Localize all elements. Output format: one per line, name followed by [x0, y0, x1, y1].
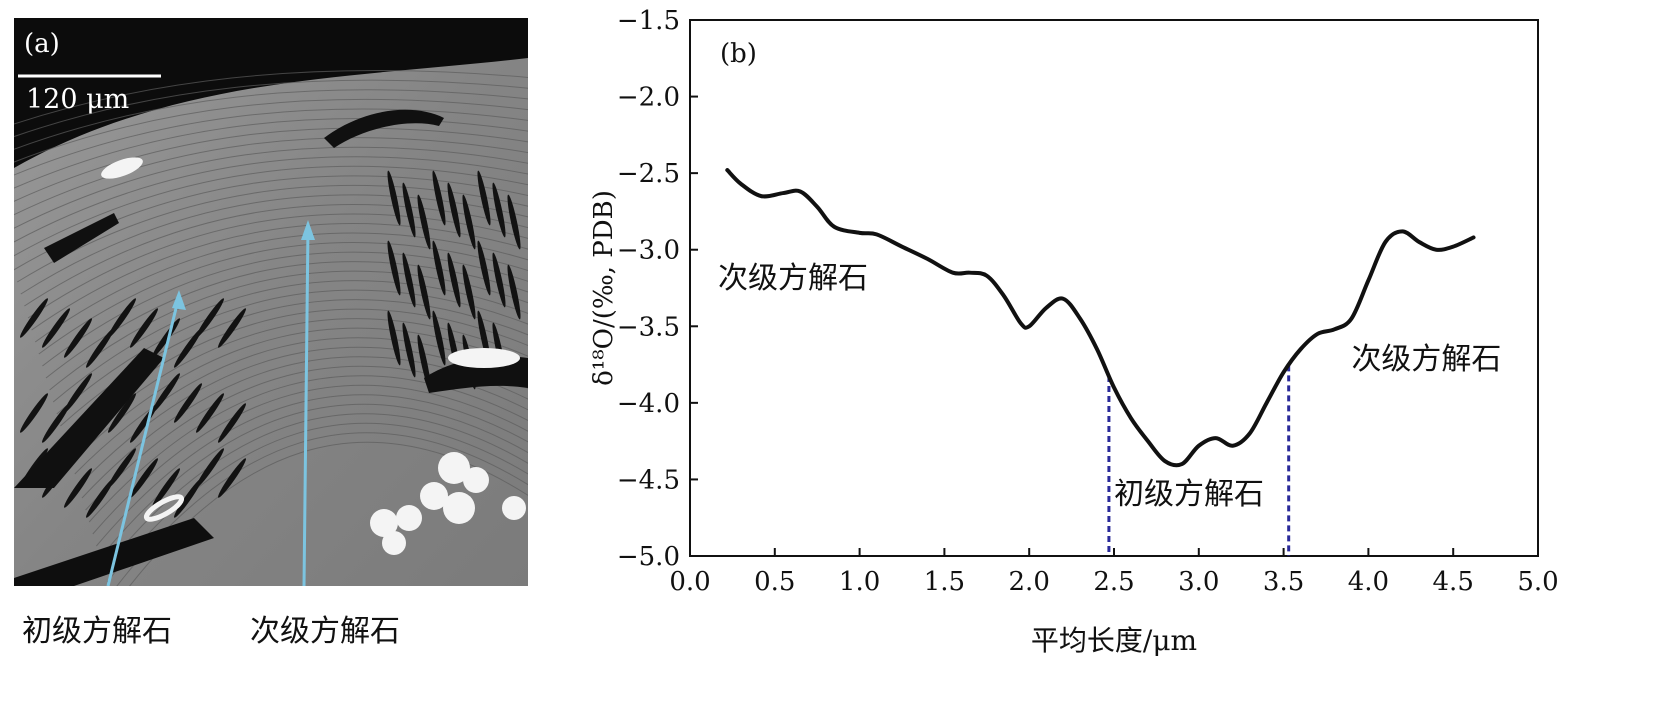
y-tick-label: −2.5 [617, 159, 680, 189]
panel-a-captions: 初级方解石 次级方解石 [0, 588, 560, 649]
panel-a-label: (a) [24, 29, 60, 59]
series-line [725, 168, 1476, 468]
dark-void-top [14, 18, 528, 168]
y-tick-label: −2.0 [617, 83, 680, 113]
micrograph-panel: (a) 120 μm [14, 18, 528, 586]
dark-crack-2 [44, 213, 119, 263]
dark-crack-1 [14, 348, 164, 488]
annotation-secondary-left: 次级方解石 [718, 261, 868, 296]
y-tick-label: −3.0 [617, 236, 680, 266]
y-axis-label: δ¹⁸O/(‰, PDB) [590, 190, 619, 386]
arrow-secondary [302, 225, 310, 586]
arrows [106, 220, 315, 586]
delta-o18-chart: 0.0 0.5 1.0 1.5 2.0 2.5 3.0 3.5 4.0 4.5 5.0 −1.5 −2.… [590, 6, 1559, 657]
x-tick-label: 3.5 [1263, 567, 1304, 597]
x-tick-label: 4.5 [1433, 567, 1474, 597]
x-tick-label: 3.0 [1178, 567, 1219, 597]
x-tick-label: 5.0 [1517, 567, 1558, 597]
x-axis-label: 平均长度/μm [1031, 624, 1197, 657]
x-tick-label: 2.0 [1009, 567, 1050, 597]
x-tick-label: 4.0 [1348, 567, 1389, 597]
arrow-primary [106, 295, 181, 586]
annotation-primary-mid: 初级方解石 [1114, 477, 1264, 512]
bright-inclusions [101, 157, 526, 555]
arrow-primary-head [172, 290, 186, 310]
annotation-secondary-right: 次级方解石 [1351, 342, 1501, 377]
scale-bar-label: 120 μm [26, 84, 129, 115]
x-tick-label: 0.5 [754, 567, 795, 597]
y-tick-label: −4.5 [617, 465, 680, 495]
pores-right [387, 170, 521, 390]
caption-primary-calcite: 初级方解石 [22, 614, 172, 649]
dark-crack-5 [14, 518, 214, 586]
panel-b-label: (b) [720, 39, 757, 69]
y-tick-label: −4.0 [617, 389, 680, 419]
y-tick-label: −3.5 [617, 312, 680, 342]
x-tick-label: 1.0 [839, 567, 880, 597]
arrow-secondary-head [301, 220, 315, 240]
caption-secondary-calcite: 次级方解石 [250, 614, 400, 649]
x-tick-label: 1.5 [924, 567, 965, 597]
y-tick-label: −5.0 [617, 542, 680, 572]
axis-ticks: 0.0 0.5 1.0 1.5 2.0 2.5 3.0 3.5 4.0 4.5 5.0 −1.5 −2.… [617, 6, 1559, 597]
x-tick-label: 0.0 [669, 567, 710, 597]
x-tick-label: 2.5 [1093, 567, 1134, 597]
dark-crack-3 [324, 109, 444, 148]
reference-lines [1107, 365, 1291, 556]
y-tick-label: −1.5 [617, 6, 680, 36]
